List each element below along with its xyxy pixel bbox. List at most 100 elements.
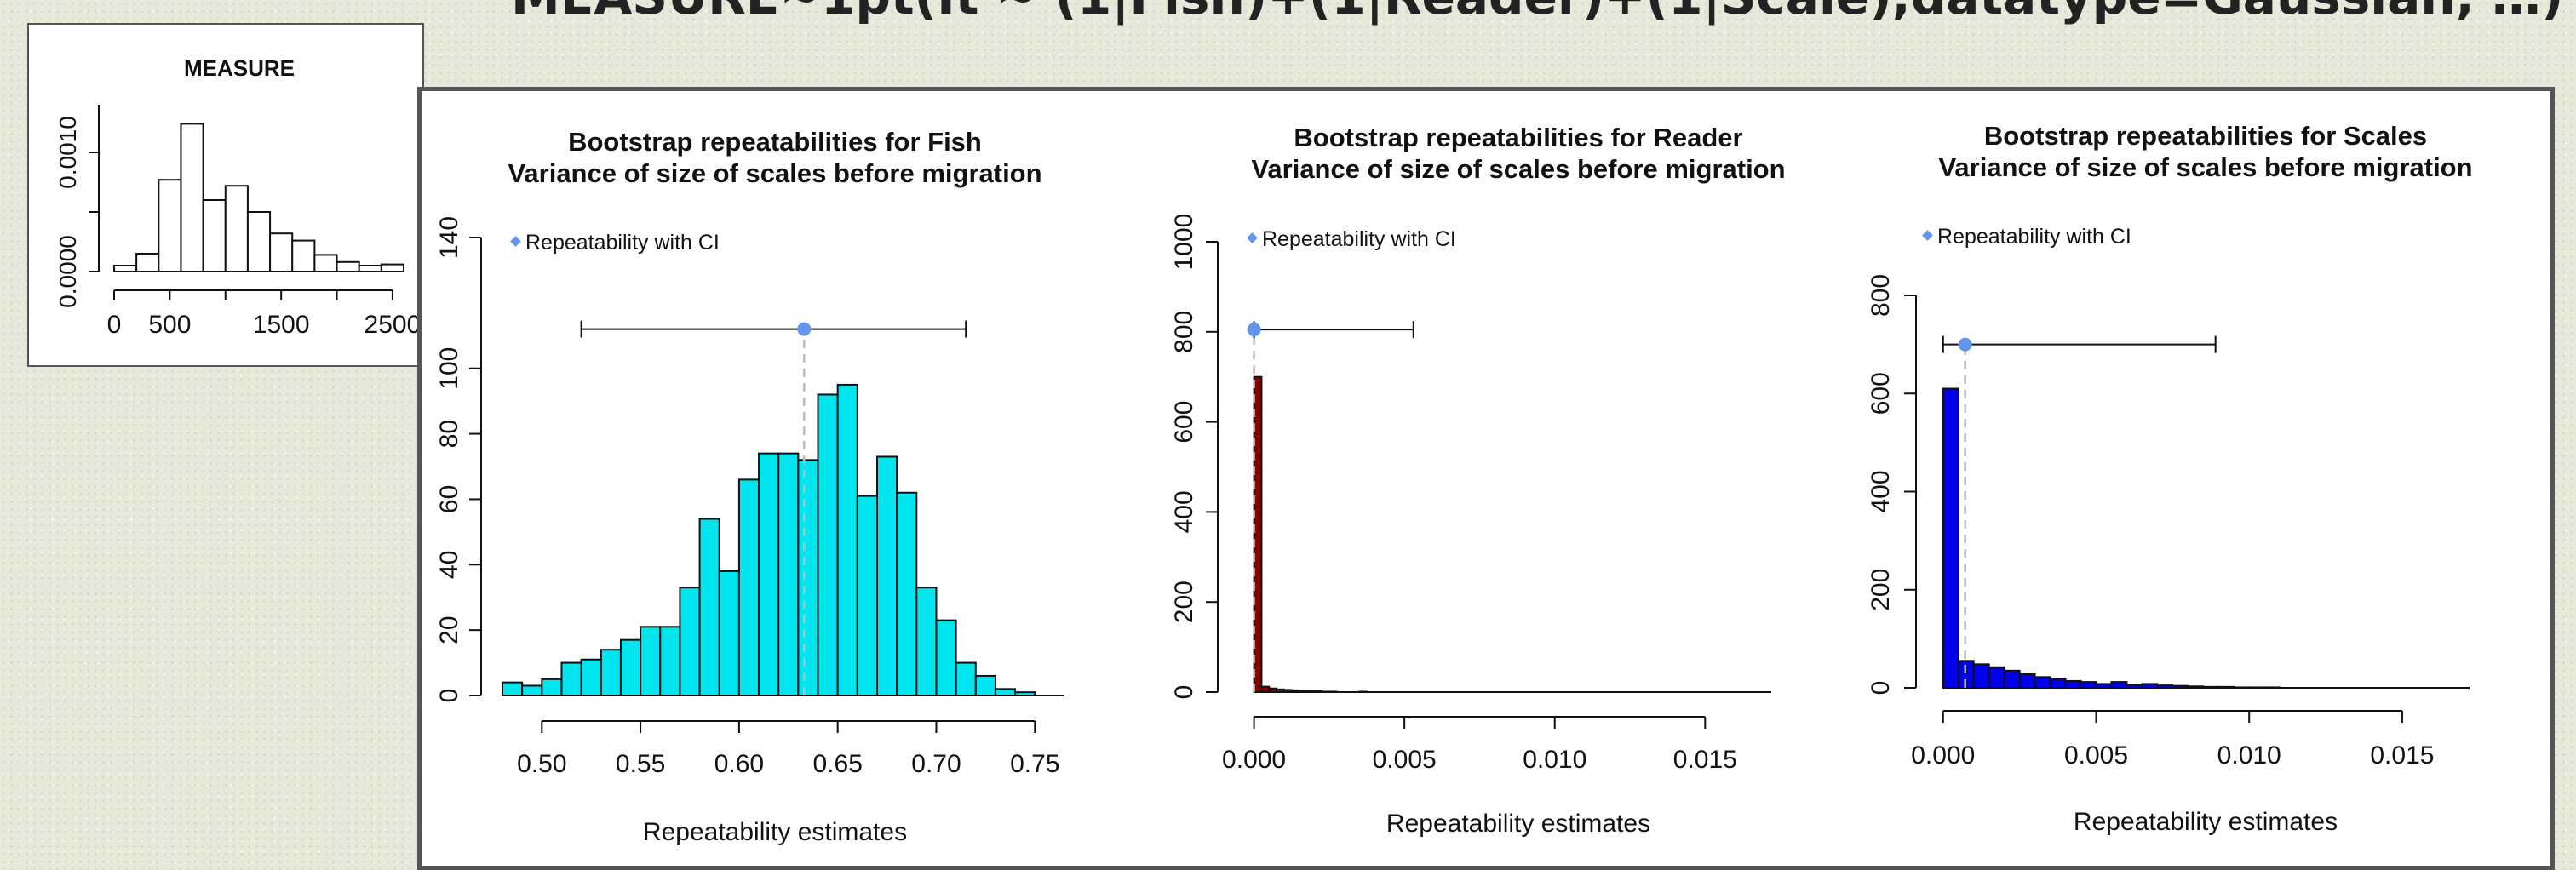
measure-x-tick-label: 1500 <box>253 311 310 339</box>
chart2-y-tick-label: 0 <box>1170 685 1198 700</box>
bootstrap-histograms: Bootstrap repeatabilities for FishVarian… <box>435 121 2473 846</box>
chart1-y-tick-label: 140 <box>435 216 463 259</box>
slide-title-prefix: MEASURE~1pt(It ~ (1|Fish)+(1|Reader)+(1|… <box>511 0 1911 26</box>
chart1-x-tick-label: 0.60 <box>714 750 764 778</box>
chart1-bar-5 <box>600 649 622 697</box>
chart3-title-line2: Variance of size of scales before migrat… <box>1938 152 2472 182</box>
chart2-y-tick-label: 200 <box>1170 581 1198 623</box>
chart2-legend-marker <box>1247 232 1258 243</box>
chart1-bar-24 <box>974 674 996 697</box>
chart1-bar-0 <box>502 681 524 697</box>
measure-bar-11 <box>358 265 382 272</box>
chart3-bar-5 <box>2018 673 2036 689</box>
chart1-y-tick-label: 20 <box>435 615 463 644</box>
measure-bar-8 <box>291 239 316 273</box>
chart3-y-tick-label: 600 <box>1867 372 1895 415</box>
measure-bar-10 <box>336 260 360 272</box>
measure-bar-3 <box>180 123 204 273</box>
chart1-x-tick-label: 0.50 <box>517 750 566 778</box>
slide-title-bold: datatype=Gaussian <box>1911 0 2456 26</box>
measure-bar-5 <box>224 185 249 272</box>
chart1-bar-15 <box>797 459 819 696</box>
chart3-bar-4 <box>2003 669 2021 689</box>
measure-bar-12 <box>380 263 405 273</box>
chart1-title-line2: Variance of size of scales before migrat… <box>508 158 1041 188</box>
chart2-x-tick-label: 0.005 <box>1373 746 1437 774</box>
measure-bar-2 <box>158 179 182 272</box>
chart3-x-tick-label: 0.010 <box>2217 741 2281 770</box>
chart1-legend-label: Repeatability with CI <box>525 231 720 255</box>
chart2-x-tick-label: 0.010 <box>1523 746 1586 774</box>
chart1-bar-18 <box>856 495 878 697</box>
measure-x-tick-label: 0 <box>107 311 122 339</box>
chart3-estimate-point <box>1958 337 1972 352</box>
chart2-bar-0 <box>1253 375 1263 693</box>
measure-bar-0 <box>113 265 138 272</box>
chart1-y-tick-label: 80 <box>435 420 463 448</box>
bootstrap-panel: Bootstrap repeatabilities for Fish Varian… <box>417 87 2555 870</box>
chart1-bar-1 <box>521 684 543 697</box>
chart1-bar-14 <box>777 452 800 696</box>
chart2-title-line2: Variance of size of scales before migrat… <box>1251 154 1785 184</box>
measure-title: MEASURE <box>184 55 295 81</box>
chart2-legend-label: Repeatability with CI <box>1262 227 1456 251</box>
chart1-bar-2 <box>541 678 563 696</box>
chart1-y-tick-label: 100 <box>435 347 463 390</box>
chart3-bar-0 <box>1942 387 1959 689</box>
measure-bar-1 <box>135 253 160 272</box>
chart1-y-tick-label: 0 <box>435 689 463 703</box>
chart1-estimate-point <box>797 322 812 336</box>
chart3-y-tick-label: 800 <box>1867 274 1895 317</box>
chart1-legend-marker <box>510 236 521 247</box>
measure-x-tick-label: 500 <box>148 311 191 339</box>
measure-bar-7 <box>269 232 294 272</box>
chart3-x-tick-label: 0.015 <box>2370 741 2434 770</box>
chart1-bar-12 <box>737 478 760 696</box>
chart2-title-line1: Bootstrap repeatabilities for Reader <box>1294 123 1742 152</box>
chart1-bar-7 <box>640 626 662 696</box>
chart1-x-axis-label: Repeatability estimates <box>643 818 907 846</box>
chart1-title-line1: Bootstrap repeatabilities for Fish <box>568 127 982 157</box>
chart1-bar-13 <box>758 452 780 696</box>
chart1-y-tick-label: 40 <box>435 551 463 579</box>
measure-bar-6 <box>246 211 272 272</box>
chart1-bar-16 <box>817 393 839 696</box>
chart2-estimate-point <box>1247 323 1261 337</box>
chart3-title-line1: Bootstrap repeatabilities for Scales <box>1984 121 2427 151</box>
chart1-x-tick-label: 0.70 <box>911 750 961 778</box>
chart1-bar-19 <box>876 455 898 696</box>
chart1-bar-23 <box>955 661 977 696</box>
measure-x-tick-label: 2500 <box>364 311 422 339</box>
chart3-x-axis-label: Repeatability estimates <box>2074 808 2338 836</box>
measure-histogram: MEASURE 0 500 1500 2500 0.0000 0.0010 <box>55 55 422 339</box>
chart1-x-tick-label: 0.75 <box>1010 750 1059 778</box>
slide-title: MEASURE~1pt(It ~ (1|Fish)+(1|Reader)+(1|… <box>511 0 2563 26</box>
chart1-bar-4 <box>580 658 602 697</box>
chart2-y-tick-label: 800 <box>1170 311 1198 353</box>
measure-bar-4 <box>202 199 227 272</box>
chart1-bar-8 <box>659 626 681 696</box>
chart2-y-tick-label: 400 <box>1170 490 1198 533</box>
chart3-y-tick-label: 200 <box>1867 569 1895 611</box>
chart1-y-tick-label: 60 <box>435 485 463 513</box>
measure-bar-9 <box>313 254 338 272</box>
chart1-bar-6 <box>619 638 642 697</box>
chart1-bar-3 <box>560 661 582 696</box>
chart1-x-tick-label: 0.55 <box>616 750 665 778</box>
chart3-y-tick-label: 400 <box>1867 470 1895 512</box>
chart3-bar-3 <box>1988 666 2005 689</box>
chart1-bar-25 <box>994 688 1017 696</box>
chart2-x-tick-label: 0.015 <box>1673 746 1737 774</box>
chart3-bar-7 <box>2049 678 2067 690</box>
slide-title-suffix: , …) <box>2456 0 2564 26</box>
chart3-y-tick-label: 0 <box>1867 681 1895 695</box>
measure-y-tick-label: 0.0010 <box>55 116 81 189</box>
chart3-bar-9 <box>2080 681 2097 690</box>
chart1-x-tick-label: 0.65 <box>812 750 862 778</box>
chart1-bar-9 <box>679 587 701 697</box>
chart3-x-tick-label: 0.005 <box>2064 741 2128 770</box>
chart3-bar-11 <box>2110 681 2128 690</box>
chart1-bar-20 <box>896 491 918 696</box>
chart2-y-tick-label: 600 <box>1170 401 1198 444</box>
chart2-x-tick-label: 0.000 <box>1222 746 1286 774</box>
